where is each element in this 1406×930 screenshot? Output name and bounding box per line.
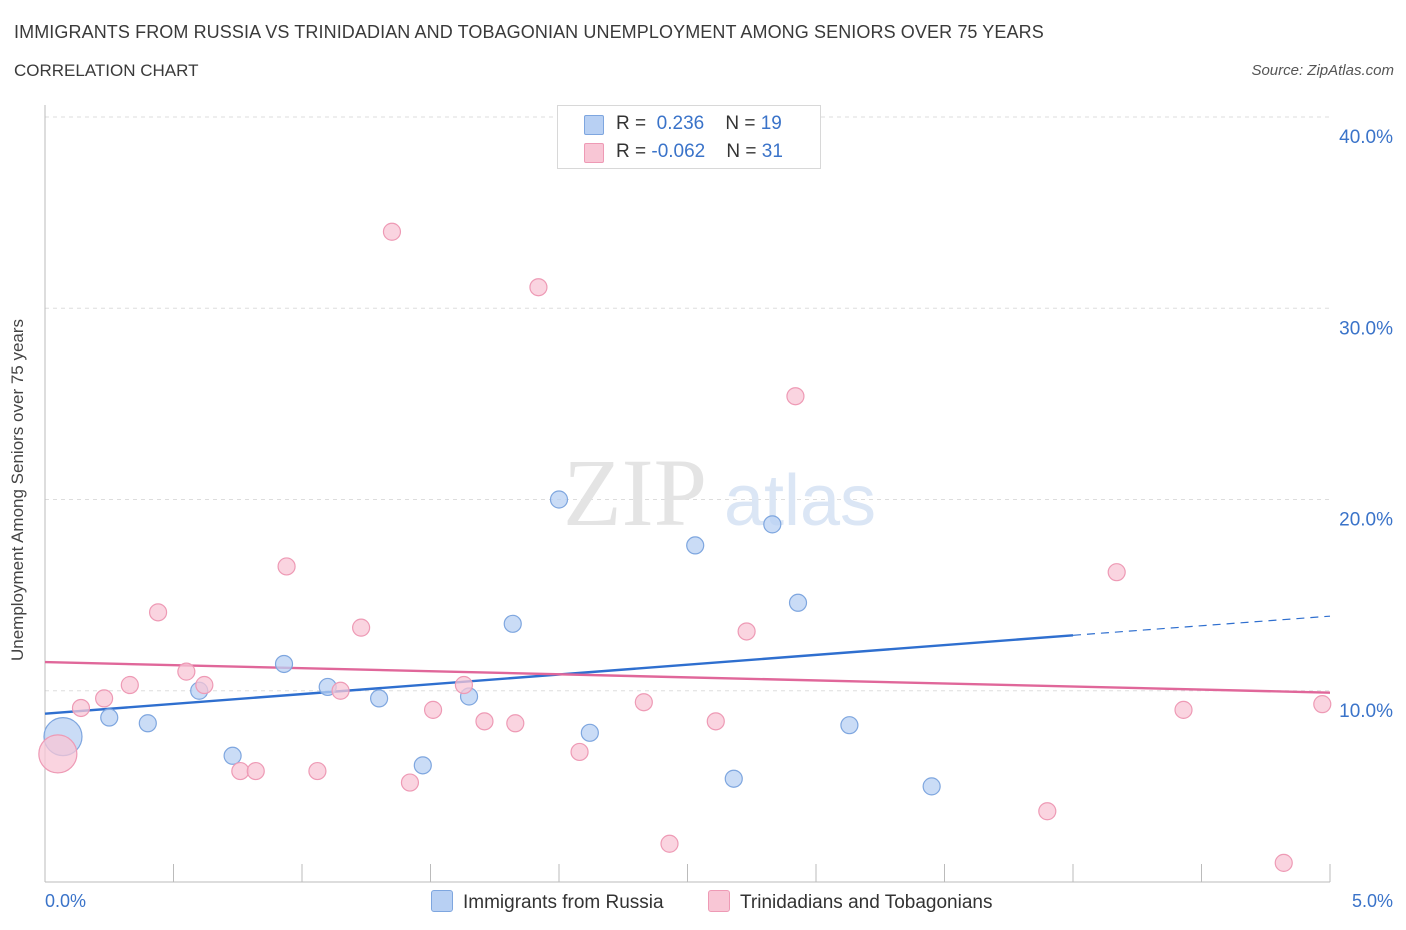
russia-trend-extension: [1072, 615, 1331, 636]
grid-lines: [45, 116, 1330, 692]
russia-point: [274, 654, 294, 674]
y-tick-label: 20.0%: [1339, 510, 1393, 531]
legend-swatch-pink: [584, 143, 604, 163]
watermark: ZIP atlas: [563, 439, 876, 546]
russia-point: [686, 536, 705, 555]
trinidad-point: [660, 834, 679, 853]
x-tick-label-max: 5.0%: [1351, 891, 1393, 911]
y-tick-labels: 10.0% 20.0% 30.0% 40.0%: [1339, 127, 1393, 722]
trinidad-point: [454, 675, 474, 695]
chart-subtitle: CORRELATION CHART: [14, 61, 199, 80]
trinidad-point: [246, 761, 265, 781]
y-tick-label: 10.0%: [1339, 701, 1393, 722]
r-value: 0.236: [651, 113, 705, 134]
n-label: N =: [726, 141, 762, 162]
y-tick-label: 40.0%: [1339, 127, 1393, 148]
watermark-atlas: atlas: [724, 461, 876, 541]
russia-point: [100, 708, 119, 727]
trinidad-point: [148, 603, 168, 622]
russia-point: [922, 777, 941, 796]
trinidad-point: [570, 742, 589, 762]
chart-title: IMMIGRANTS FROM RUSSIA VS TRINIDADIAN AN…: [14, 22, 1044, 42]
trinidad-point: [786, 387, 805, 406]
correlation-legend: R = 0.236 N = 19 R = -0.062 N = 31: [557, 105, 821, 169]
trinidad-point: [475, 712, 494, 731]
r-value: -0.062: [651, 141, 706, 162]
trinidad-point: [71, 698, 91, 718]
n-label: N =: [725, 113, 761, 134]
russia-point: [549, 490, 569, 509]
trinidad-point: [331, 681, 350, 700]
r-label: R =: [616, 113, 652, 134]
trinidad-point: [352, 618, 371, 637]
y-tick-label: 30.0%: [1339, 318, 1393, 339]
trinidad-point: [95, 689, 114, 708]
russia-point: [138, 714, 157, 733]
legend-label-trinidad: Trinidadians and Tobagonians: [740, 892, 993, 913]
legend-swatch-blue: [431, 890, 453, 912]
trinidad-point: [529, 278, 548, 297]
trinidad-point: [506, 714, 525, 733]
legend-item-russia: Immigrants from Russia: [431, 890, 664, 914]
watermark-zip: ZIP: [563, 439, 707, 546]
russia-point: [763, 515, 782, 534]
trinidad-point: [1174, 700, 1193, 719]
trinidad-point: [177, 662, 196, 681]
axes: [44, 105, 1331, 883]
trinidad-point: [231, 761, 250, 781]
trinidad-point: [38, 734, 78, 774]
trinidad-point: [423, 700, 443, 719]
trinidad-point: [308, 761, 327, 781]
russia-point: [788, 593, 808, 612]
trinidad-point: [382, 222, 402, 241]
legend-item-trinidad: Trinidadians and Tobagonians: [708, 890, 992, 914]
trinidad-point: [120, 675, 139, 695]
x-tick-label-min: 0.0%: [45, 891, 87, 911]
trinidad-point: [277, 557, 296, 576]
russia-point: [724, 769, 743, 788]
legend-swatch-pink: [708, 890, 730, 912]
trinidad-point: [634, 693, 653, 712]
source-credit: Source: ZipAtlas.com: [1251, 62, 1394, 79]
trinidad-point: [706, 712, 725, 731]
trinidad-point: [1274, 853, 1293, 872]
legend-label-russia: Immigrants from Russia: [463, 892, 664, 913]
trinidad-point: [400, 773, 420, 792]
russia-point: [580, 723, 599, 742]
trinidad-trend-line: [44, 660, 1331, 694]
r-label: R =: [616, 141, 652, 162]
russia-point: [503, 614, 522, 633]
y-axis-label: Unemployment Among Seniors over 75 years: [8, 318, 27, 662]
trend-lines: [44, 615, 1331, 715]
russia-point: [370, 689, 389, 708]
trinidad-point: [1313, 695, 1332, 714]
trinidad-point: [737, 622, 756, 641]
trinidad-point: [1038, 802, 1057, 821]
n-value: 19: [760, 113, 782, 134]
legend-swatch-blue: [584, 115, 604, 135]
russia-point: [840, 716, 859, 735]
n-value: 31: [761, 141, 783, 162]
trinidad-point: [195, 675, 214, 695]
trinidad-point: [1107, 563, 1126, 582]
russia-point: [223, 746, 242, 765]
data-points: [38, 222, 1332, 872]
russia-point: [413, 756, 432, 775]
